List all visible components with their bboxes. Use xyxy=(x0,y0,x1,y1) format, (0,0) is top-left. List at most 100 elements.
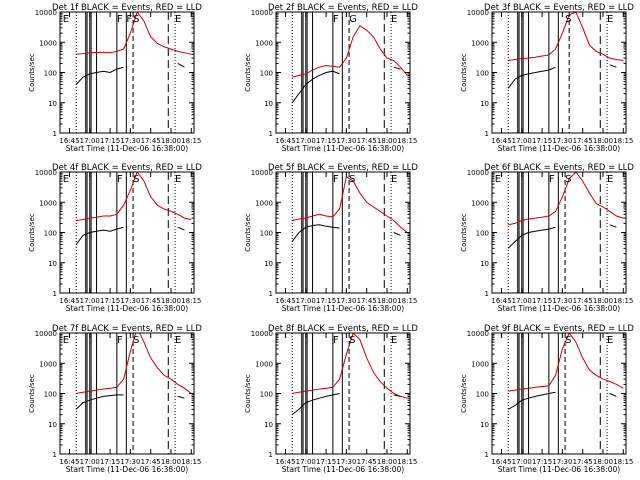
y-tick-label: 100 xyxy=(260,230,273,238)
y-tick-label: 100 xyxy=(476,230,489,238)
y-tick-label: 10 xyxy=(48,421,57,429)
x-tick-label: 17:00 xyxy=(80,297,100,305)
y-tick-label: 1 xyxy=(269,290,273,298)
x-tick-label: 18:00 xyxy=(161,458,181,466)
y-axis-label: Counts/sec xyxy=(28,213,36,252)
x-tick-label: 17:00 xyxy=(80,458,100,466)
interval-letter: E xyxy=(391,14,397,25)
interval-letter: E xyxy=(63,14,69,25)
interval-letter: E xyxy=(175,335,181,346)
interval-letter: S xyxy=(565,335,571,346)
x-tick-label: 17:00 xyxy=(296,137,316,145)
panel-data-region xyxy=(507,333,624,454)
y-tick-label: 1000 xyxy=(39,360,57,368)
x-axis-label: Start Time (11-Dec-06 16:38:00) xyxy=(66,304,188,313)
y-tick-label: 10 xyxy=(264,421,273,429)
y-tick-label: 10 xyxy=(264,260,273,268)
x-tick-label: 17:00 xyxy=(80,137,100,145)
interval-letter: E xyxy=(63,335,69,346)
event-rate-line xyxy=(291,393,401,415)
interval-letter: F xyxy=(333,174,339,185)
x-tick-label: 18:15 xyxy=(613,458,633,466)
x-tick-label: 17:45 xyxy=(573,297,593,305)
y-tick-label: 1 xyxy=(269,130,273,138)
event-rate-line xyxy=(507,391,617,410)
interval-letter: E xyxy=(607,174,613,185)
x-tick-label: 17:00 xyxy=(512,458,532,466)
x-tick-label: 17:30 xyxy=(120,137,140,145)
lld-rate-line xyxy=(76,172,192,221)
y-tick-label: 100 xyxy=(260,391,273,399)
x-tick-label: 17:45 xyxy=(357,458,377,466)
x-tick-label: 17:15 xyxy=(532,297,552,305)
y-tick-label: 10 xyxy=(48,100,57,108)
interval-letter: E xyxy=(391,174,397,185)
interval-letter: F xyxy=(549,174,555,185)
x-tick-label: 18:15 xyxy=(397,458,417,466)
event-rate-line xyxy=(507,64,617,89)
y-tick-label: 1 xyxy=(269,451,273,459)
y-tick-label: 1 xyxy=(485,451,489,459)
panel-title: Det 6f BLACK = Events, RED = LLD xyxy=(484,163,634,173)
y-tick-label: 10000 xyxy=(35,330,57,338)
lld-rate-line xyxy=(508,12,624,61)
interval-letter: S xyxy=(133,14,139,25)
x-tick-label: 18:00 xyxy=(593,458,613,466)
event-rate-line xyxy=(291,66,401,104)
y-tick-label: 100 xyxy=(260,70,273,78)
lld-rate-line xyxy=(508,333,624,392)
detector-panel-3: Det 3f BLACK = Events, RED = LLD 1 10 100 10… xyxy=(460,3,634,153)
interval-letter: F xyxy=(126,14,132,25)
y-axis-label: Counts/sec xyxy=(28,374,36,413)
y-axis-label: Counts/sec xyxy=(460,374,468,413)
x-tick-label: 17:30 xyxy=(552,458,572,466)
x-axis-label: Start Time (11-Dec-06 16:38:00) xyxy=(282,144,404,153)
panel-title: Det 4f BLACK = Events, RED = LLD xyxy=(52,163,202,173)
y-tick-label: 1000 xyxy=(39,199,57,207)
x-tick-label: 18:15 xyxy=(397,297,417,305)
detector-panel-4: Det 4f BLACK = Events, RED = LLD 1 10 100 10… xyxy=(28,163,202,313)
x-tick-label: 17:30 xyxy=(336,458,356,466)
x-tick-label: 18:15 xyxy=(181,297,201,305)
x-tick-label: 17:00 xyxy=(296,297,316,305)
interval-letter: S xyxy=(349,335,355,346)
x-tick-label: 17:00 xyxy=(296,458,316,466)
interval-letter: S xyxy=(565,14,571,25)
x-tick-label: 18:15 xyxy=(613,137,633,145)
y-tick-label: 1 xyxy=(485,290,489,298)
y-tick-label: 10000 xyxy=(467,9,489,17)
x-axis-label: Start Time (11-Dec-06 16:38:00) xyxy=(282,304,404,313)
panel-data-region xyxy=(507,172,624,293)
event-rate-line xyxy=(75,394,185,410)
y-tick-label: 1 xyxy=(53,451,57,459)
x-tick-label: 17:15 xyxy=(316,458,336,466)
panel-data-region xyxy=(291,333,408,454)
x-tick-label: 18:00 xyxy=(377,458,397,466)
detector-panel-9: Det 9f BLACK = Events, RED = LLD 1 10 100 10… xyxy=(460,324,634,474)
y-tick-label: 10000 xyxy=(35,9,57,17)
x-tick-label: 17:30 xyxy=(336,137,356,145)
event-rate-line xyxy=(291,224,401,242)
interval-letter: F xyxy=(117,335,123,346)
y-tick-label: 10000 xyxy=(251,9,273,17)
y-tick-label: 10000 xyxy=(467,330,489,338)
interval-letter: F xyxy=(117,174,123,185)
y-axis-label: Counts/sec xyxy=(244,374,252,413)
x-tick-label: 18:00 xyxy=(161,297,181,305)
interval-letter: E xyxy=(175,14,181,25)
x-tick-label: 17:30 xyxy=(552,297,572,305)
x-tick-label: 18:15 xyxy=(397,137,417,145)
y-tick-label: 10 xyxy=(264,100,273,108)
interval-letter: S xyxy=(565,174,571,185)
y-tick-label: 1000 xyxy=(255,360,273,368)
panel-data-region xyxy=(75,333,192,454)
x-tick-label: 18:15 xyxy=(613,297,633,305)
y-axis-label: Counts/sec xyxy=(460,213,468,252)
x-tick-label: 18:15 xyxy=(181,458,201,466)
panel-title: Det 8f BLACK = Events, RED = LLD xyxy=(268,324,418,334)
panel-data-region xyxy=(75,172,192,293)
interval-letter: S xyxy=(133,335,139,346)
panel-data-region xyxy=(75,12,192,133)
interval-letter: G xyxy=(349,14,357,25)
x-axis-label: Start Time (11-Dec-06 16:38:00) xyxy=(282,465,404,474)
